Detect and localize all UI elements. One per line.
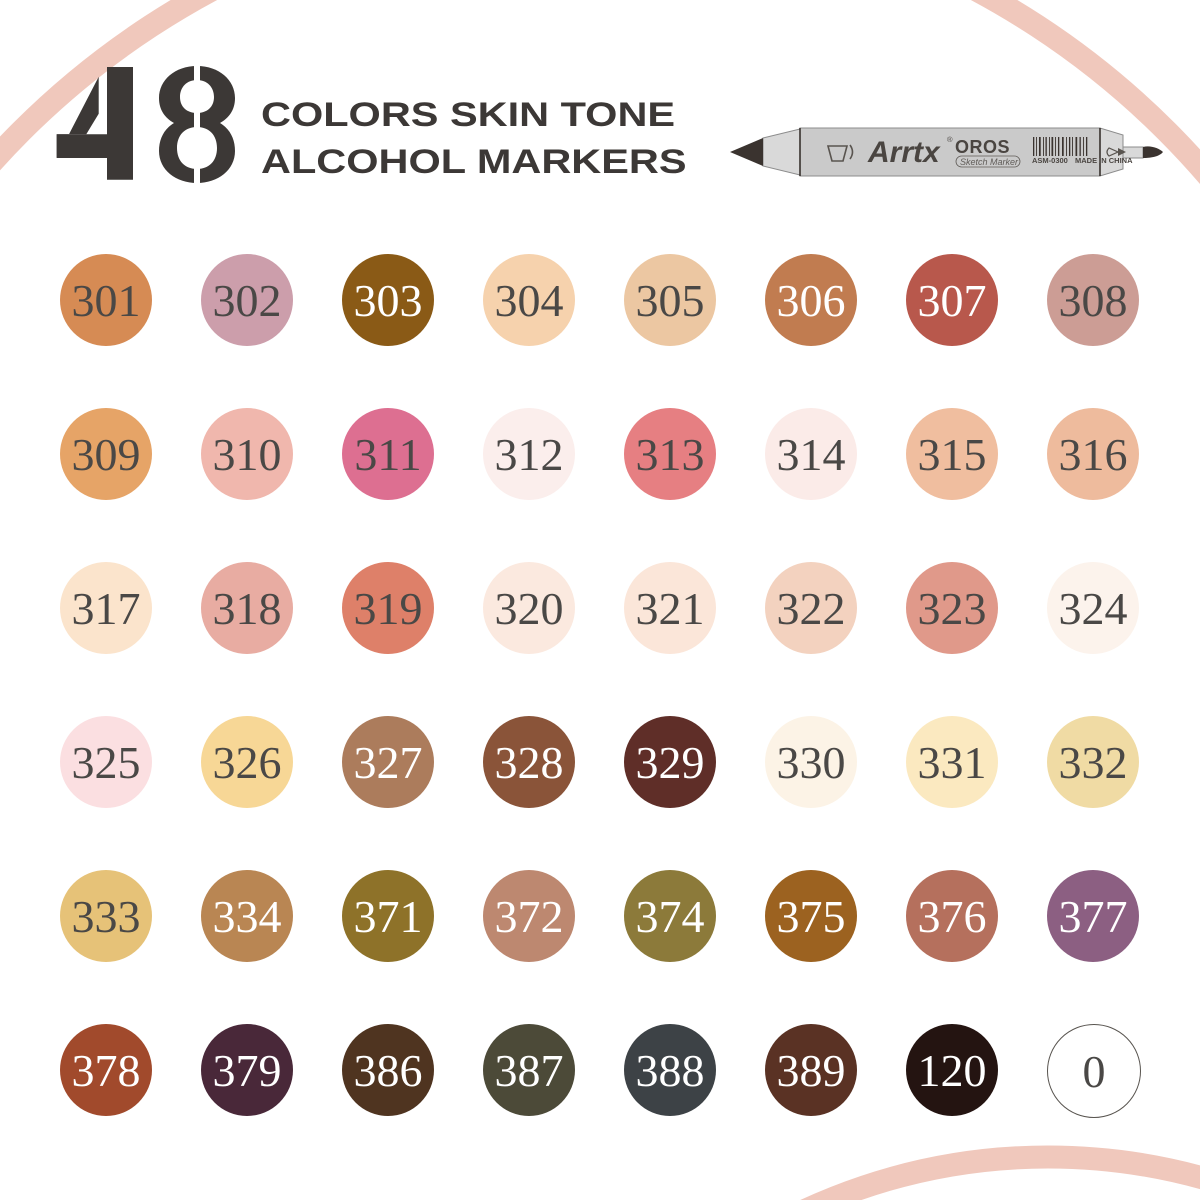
svg-text:MADE IN CHINA: MADE IN CHINA	[1075, 156, 1133, 165]
svg-text:ASM-0300: ASM-0300	[1032, 156, 1068, 165]
svg-text:Sketch Marker: Sketch Marker	[960, 157, 1019, 167]
svg-text:®: ®	[947, 135, 953, 144]
svg-text:OROS: OROS	[955, 137, 1010, 157]
svg-text:Arrtx: Arrtx	[867, 136, 941, 169]
